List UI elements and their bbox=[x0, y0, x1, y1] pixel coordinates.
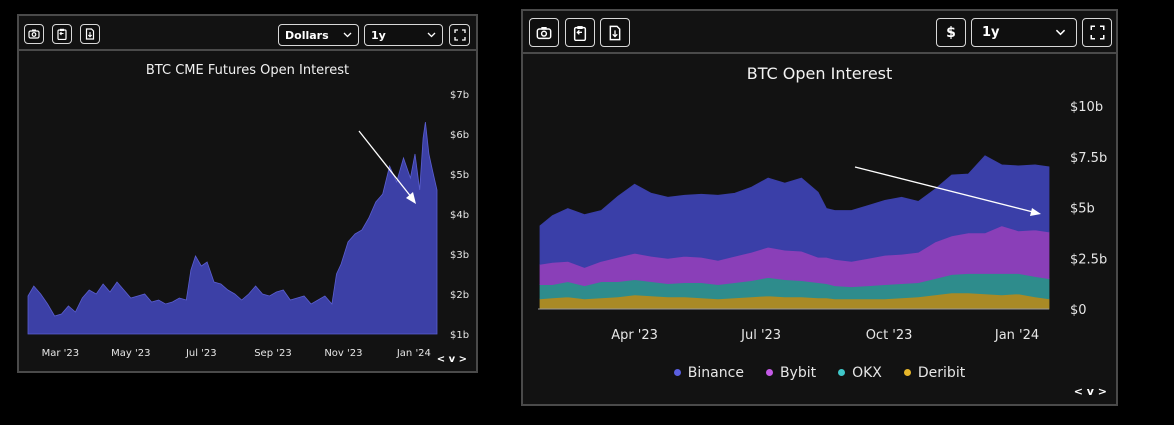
open-interest-area bbox=[27, 121, 438, 335]
range-select[interactable]: 1y bbox=[971, 18, 1077, 47]
cme-chart-panel: Dollars 1y BTC CME Futures Open Interest… bbox=[17, 14, 478, 373]
trend-arrow-line bbox=[854, 166, 1034, 213]
trend-arrow-head bbox=[406, 192, 416, 204]
cme-open-interest-chart: $1b $2b $3b $4b $5b $6b $7b Mar '23 May '23 Jul '… bbox=[27, 90, 469, 359]
x-tick-label: May '23 bbox=[111, 348, 150, 359]
y-tick-label: $2.5b bbox=[1070, 252, 1107, 267]
y-tick-label: $7b bbox=[450, 90, 469, 101]
chart-title: BTC CME Futures Open Interest bbox=[145, 63, 350, 78]
range-select-value: 1y bbox=[371, 28, 386, 42]
chevron-down-icon bbox=[427, 32, 436, 38]
clipboard-icon bbox=[57, 28, 67, 40]
chart-nav-control[interactable]: < v > bbox=[1073, 385, 1107, 398]
legend-label: Bybit bbox=[779, 364, 817, 381]
x-tick-label: Jan '24 bbox=[994, 328, 1039, 343]
chevron-down-icon bbox=[343, 32, 352, 38]
legend-item-deribit[interactable]: Deribit bbox=[903, 364, 966, 381]
y-tick-label: $7.5b bbox=[1070, 151, 1107, 166]
btc-open-interest-chart: $0 $2.5b $5b $7.5b $10b Apr '23 Jul '23 Oct '23… bbox=[538, 100, 1107, 343]
x-tick-label: Jul '23 bbox=[185, 348, 217, 359]
legend-label: OKX bbox=[852, 364, 882, 381]
x-tick-label: Mar '23 bbox=[42, 348, 80, 359]
legend-label: Deribit bbox=[917, 364, 966, 381]
y-tick-label: $0 bbox=[1070, 303, 1087, 318]
legend-dot bbox=[838, 369, 846, 376]
x-tick-label: Apr '23 bbox=[611, 328, 658, 343]
copy-button[interactable] bbox=[52, 24, 72, 44]
download-button[interactable] bbox=[80, 24, 100, 44]
legend-dot bbox=[673, 369, 681, 376]
fullscreen-icon bbox=[453, 29, 466, 41]
download-button[interactable] bbox=[600, 18, 630, 47]
fullscreen-button[interactable] bbox=[449, 24, 470, 46]
trend-arrow-line bbox=[358, 130, 413, 199]
legend-item-bybit[interactable]: Bybit bbox=[765, 364, 817, 381]
download-file-icon bbox=[609, 25, 621, 40]
screenshot-button[interactable] bbox=[529, 18, 559, 47]
camera-icon bbox=[536, 26, 552, 39]
camera-icon bbox=[28, 29, 40, 39]
y-tick-label: $5b bbox=[450, 170, 469, 181]
x-tick-label: Jan '24 bbox=[396, 348, 431, 359]
y-tick-label: $1b bbox=[450, 330, 469, 341]
btc-oi-chart-panel: $ 1y BTC Open Interest $0 $2.5b $5b $7.5b $1… bbox=[521, 9, 1118, 406]
x-tick-label: Nov '23 bbox=[324, 348, 362, 359]
legend-item-binance[interactable]: Binance bbox=[673, 364, 744, 381]
legend-item-okx[interactable]: OKX bbox=[838, 365, 882, 381]
copy-button[interactable] bbox=[565, 18, 595, 47]
trend-arrow-head bbox=[1030, 208, 1041, 216]
chevron-down-icon bbox=[1055, 29, 1066, 36]
currency-select-value: Dollars bbox=[285, 28, 329, 42]
legend-label: Binance bbox=[687, 364, 744, 381]
chart-toolbar: $ 1y bbox=[523, 11, 1116, 54]
y-tick-label: $5b bbox=[1070, 202, 1095, 217]
screenshot-button[interactable] bbox=[24, 24, 44, 44]
chart-toolbar: Dollars 1y bbox=[19, 16, 476, 51]
chart-legend: Binance Bybit OKX Deribit bbox=[523, 364, 1116, 381]
y-tick-label: $3b bbox=[450, 250, 469, 261]
x-tick-label: Jul '23 bbox=[740, 328, 781, 343]
y-tick-label: $6b bbox=[450, 130, 469, 141]
legend-dot bbox=[903, 369, 911, 376]
x-tick-label: Sep '23 bbox=[254, 348, 292, 359]
fullscreen-button[interactable] bbox=[1082, 18, 1112, 47]
x-tick-label: Oct '23 bbox=[866, 328, 913, 343]
range-select[interactable]: 1y bbox=[364, 24, 443, 46]
clipboard-icon bbox=[573, 25, 587, 41]
fullscreen-icon bbox=[1090, 25, 1104, 40]
y-tick-label: $2b bbox=[450, 290, 469, 301]
chart-nav-control[interactable]: < v > bbox=[436, 354, 467, 365]
currency-select[interactable]: Dollars bbox=[278, 24, 359, 46]
y-tick-label: $10b bbox=[1070, 100, 1103, 115]
y-tick-label: $4b bbox=[450, 210, 469, 221]
legend-dot bbox=[765, 369, 773, 376]
currency-button-label: $ bbox=[946, 24, 956, 41]
series-area-binance bbox=[539, 155, 1050, 268]
range-select-value: 1y bbox=[982, 25, 1000, 40]
chart-title: BTC Open Interest bbox=[746, 64, 893, 83]
currency-button[interactable]: $ bbox=[936, 18, 966, 47]
download-file-icon bbox=[85, 28, 95, 40]
